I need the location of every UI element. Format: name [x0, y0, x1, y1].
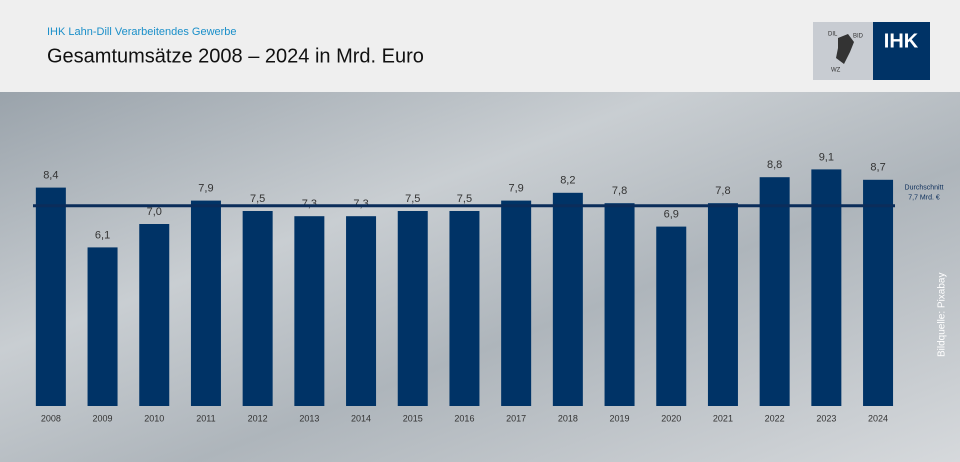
x-tick-label: 2013	[299, 413, 319, 423]
source: Bildquelle: Pixabay	[937, 273, 948, 358]
bar	[656, 226, 687, 406]
bar	[552, 192, 583, 406]
value-label: 7,8	[612, 185, 627, 197]
logo-shape	[836, 34, 854, 64]
value-label: 7,9	[509, 183, 524, 195]
logo-small: DIL	[828, 32, 838, 38]
bar	[87, 247, 118, 406]
value-label: 7,5	[405, 193, 420, 205]
bar	[139, 224, 170, 406]
logo-text: IHK	[884, 30, 919, 52]
bar	[190, 200, 221, 406]
logo-box	[873, 22, 930, 80]
value-label: 8,4	[43, 170, 58, 182]
x-tick-label: 2022	[765, 413, 785, 423]
average-label: Durchschnitt	[905, 185, 944, 192]
bar	[811, 169, 842, 406]
bar	[759, 177, 790, 406]
logo-small: WZ	[831, 68, 841, 74]
x-tick-label: 2016	[454, 413, 474, 423]
logo-small: BID	[853, 34, 864, 40]
value-label: 7,5	[457, 193, 472, 205]
header-subtitle: IHK Lahn-Dill Verarbeitendes Gewerbe	[47, 26, 237, 38]
bar	[242, 211, 273, 406]
header-bar	[0, 0, 960, 92]
x-tick-label: 2008	[41, 413, 61, 423]
value-label: 7,5	[250, 193, 265, 205]
x-tick-label: 2020	[661, 413, 681, 423]
bar	[294, 216, 325, 406]
value-label: 7,9	[198, 183, 213, 195]
value-label: 8,2	[560, 175, 575, 187]
bar	[397, 211, 428, 406]
x-tick-label: 2023	[816, 413, 836, 423]
average-label: 7,7 Mrd. €	[908, 195, 940, 202]
value-label: 7,8	[715, 185, 730, 197]
x-tick-label: 2012	[248, 413, 268, 423]
x-tick-label: 2015	[403, 413, 423, 423]
value-label: 7,3	[353, 198, 368, 210]
x-tick-label: 2014	[351, 413, 371, 423]
value-label: 6,9	[664, 209, 679, 221]
x-tick-label: 2017	[506, 413, 526, 423]
x-tick-label: 2021	[713, 413, 733, 423]
x-tick-label: 2010	[144, 413, 164, 423]
x-tick-label: 2009	[93, 413, 113, 423]
value-label: 7,3	[302, 198, 317, 210]
value-label: 6,1	[95, 229, 110, 241]
chart-title: Gesamtumsätze 2008 – 2024 in Mrd. Euro	[47, 45, 424, 67]
value-label: 8,7	[870, 162, 885, 174]
value-label: 8,8	[767, 159, 782, 171]
value-label: 7,0	[147, 206, 162, 218]
x-tick-label: 2019	[610, 413, 630, 423]
bar	[35, 187, 66, 406]
bar	[863, 179, 894, 406]
bar	[604, 203, 635, 406]
bar	[346, 216, 377, 406]
bar	[501, 200, 532, 406]
x-tick-label: 2011	[196, 413, 215, 423]
bar	[449, 211, 480, 406]
value-label: 9,1	[819, 151, 834, 163]
x-tick-label: 2024	[868, 413, 888, 423]
bar	[707, 203, 738, 406]
x-tick-label: 2018	[558, 413, 578, 423]
